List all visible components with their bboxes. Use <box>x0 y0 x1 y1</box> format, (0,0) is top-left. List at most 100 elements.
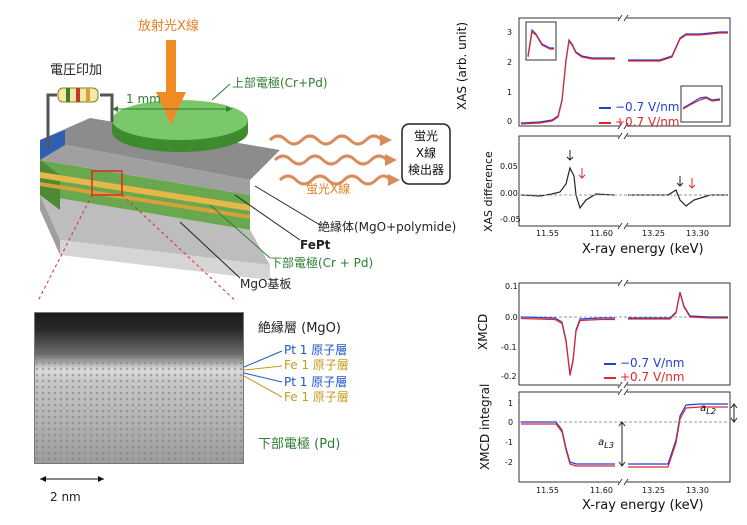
scale-bar-label: 2 nm <box>50 490 81 504</box>
int-series-line <box>628 406 728 468</box>
axis-break-mark <box>617 132 623 140</box>
diff-arrow <box>578 174 586 179</box>
xas-inset-line <box>682 96 721 109</box>
top-electrode-label: 上部電極(Cr+Pd) <box>232 76 328 90</box>
tem-image <box>34 312 244 464</box>
axis-break <box>619 223 627 229</box>
axis-break-mark <box>623 279 629 287</box>
diff-arrow <box>688 184 696 189</box>
xas-legend-item: −0.7 V/nm <box>599 100 680 114</box>
axis-break <box>619 389 627 395</box>
insulator-label: 絶縁体(MgO+polymide) <box>318 220 457 234</box>
width-label: 1 mm <box>126 92 161 106</box>
fluorescence-label: 蛍光X線 <box>306 182 351 196</box>
int-ytick: -1 <box>505 438 513 447</box>
axis-break-mark <box>623 222 629 230</box>
xmcd-ylabel: XMCD <box>476 313 490 350</box>
xas-ytick: 0 <box>507 117 513 126</box>
xas-ylabel: XAS (arb. unit) <box>455 21 469 110</box>
diff-series-line <box>520 166 615 210</box>
xas-series-line <box>628 32 728 62</box>
xmcd-series-line <box>628 292 728 320</box>
axis-break <box>619 280 627 286</box>
int-annotation-l2: aL2 <box>700 403 717 416</box>
int-annotation-l3: aL3 <box>598 437 615 450</box>
xmcd-legend-item: −0.7 V/nm <box>604 356 685 370</box>
xas-inset-line <box>682 97 721 110</box>
axis-break-mark <box>623 14 629 22</box>
int-xtick: 11.60 <box>590 486 613 495</box>
tem-insulator-label: 絶縁層 (MgO) <box>258 321 341 336</box>
xmcd-ytick: -0.1 <box>501 343 517 352</box>
xmcd-series-line <box>628 291 728 319</box>
diff-xlabel: X-ray energy (keV) <box>582 242 704 257</box>
diff-xtick: 11.55 <box>536 229 559 238</box>
xray-label: 放射光X線 <box>138 19 199 34</box>
diff-ylabel: XAS difference <box>482 151 495 232</box>
axis-break-mark <box>617 279 623 287</box>
diff-xtick: 11.60 <box>590 229 613 238</box>
int-xtick: 13.30 <box>686 486 709 495</box>
xas-inset <box>680 85 723 123</box>
xmcd-ytick: -0.2 <box>501 372 517 381</box>
tem-bottom-electrode-label: 下部電極 (Pd) <box>258 437 341 452</box>
int-ytick: 1 <box>508 399 514 408</box>
axis-break <box>619 133 627 139</box>
voltage-label: 電圧印加 <box>50 63 103 78</box>
tem-leaders <box>243 350 283 398</box>
int-bracket <box>730 417 738 423</box>
tem-layer-label: Fe 1 原子層 <box>284 358 349 372</box>
xmcd-legend-item: +0.7 V/nm <box>604 370 685 384</box>
int-xtick: 13.25 <box>642 486 665 495</box>
diff-xtick: 13.25 <box>642 229 665 238</box>
tem-layer-label: Fe 1 原子層 <box>284 390 349 404</box>
diff-arrow <box>676 182 684 187</box>
detector-label: 蛍光 X線 検出器 <box>407 129 444 177</box>
int-xlabel: X-ray energy (keV) <box>582 498 704 513</box>
device-schematic <box>37 40 451 300</box>
diff-ytick: -0.05 <box>500 215 521 224</box>
int-bracket <box>618 461 626 467</box>
xas-series-line <box>628 31 728 61</box>
diff-ytick: 0.05 <box>500 162 518 171</box>
int-ytick: 0 <box>508 418 514 427</box>
axis-break-mark <box>617 14 623 22</box>
diff-arrow <box>566 156 574 161</box>
xas-ytick: 2 <box>507 58 513 67</box>
tem-frame <box>34 312 244 464</box>
int-ylabel: XMCD integral <box>478 383 492 470</box>
axis-break-mark <box>623 388 629 396</box>
xas-inset <box>525 21 557 61</box>
axis-break-mark <box>617 222 623 230</box>
diff-ytick: 0.00 <box>500 189 518 198</box>
axis-break <box>619 15 627 21</box>
xas-inset-line <box>527 28 554 57</box>
axis-break-mark <box>617 478 623 486</box>
xmcd-ytick: 0.1 <box>505 282 518 291</box>
int-frame <box>518 391 731 483</box>
int-xtick: 11.55 <box>536 486 559 495</box>
xas-inset-line <box>527 30 554 58</box>
axis-break <box>619 479 627 485</box>
xas-ytick: 3 <box>507 28 513 37</box>
int-bracket <box>730 403 738 409</box>
diff-series-line <box>628 189 728 207</box>
int-ytick: -2 <box>505 458 513 467</box>
tem-layer-label: Pt 1 原子層 <box>284 375 348 389</box>
xas-ytick: 1 <box>507 88 513 97</box>
tem-layer-label: Pt 1 原子層 <box>284 343 348 357</box>
bottom-electrode-label: 下部電極(Cr + Pd) <box>270 256 374 270</box>
axis-break-mark <box>617 388 623 396</box>
diff-xtick: 13.30 <box>686 229 709 238</box>
scale-bar <box>40 476 104 482</box>
xmcd-series-line <box>520 317 615 376</box>
fept-label: FePt <box>300 238 331 252</box>
substrate-label: MgO基板 <box>240 277 292 291</box>
xmcd-series-line <box>520 316 615 375</box>
int-bracket <box>618 421 626 427</box>
xas-legend-item: +0.7 V/nm <box>599 115 680 129</box>
axis-break-mark <box>623 132 629 140</box>
xmcd-ytick: 0.0 <box>505 313 518 322</box>
axis-break-mark <box>623 478 629 486</box>
diff-frame <box>518 135 731 227</box>
